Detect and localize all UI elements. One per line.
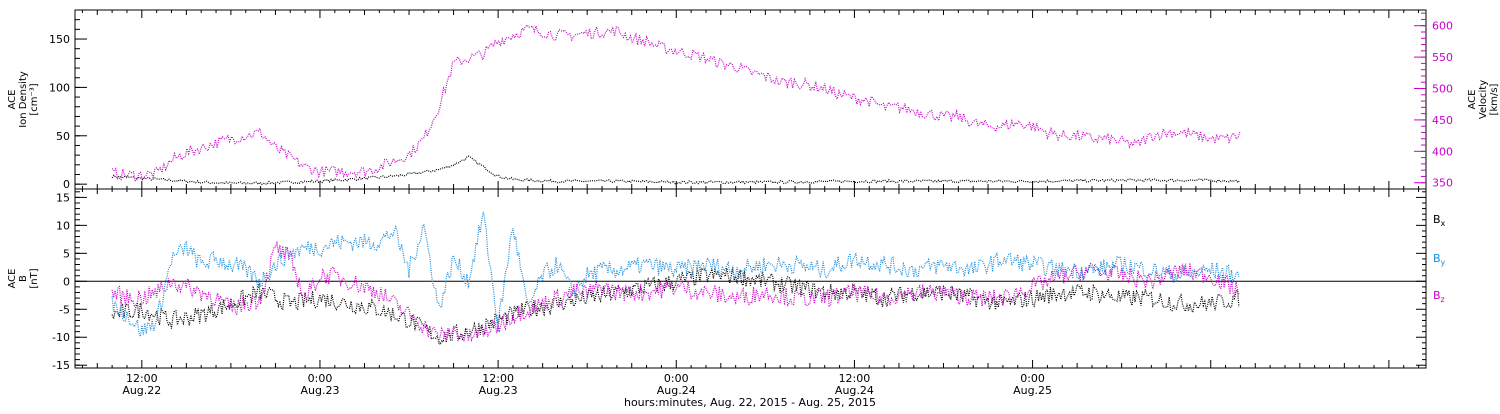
x-tick-date: Aug.24 (657, 384, 696, 397)
y-tick-label: 15 (56, 191, 70, 204)
y-tick-label: -15 (52, 359, 70, 372)
x-tick-time: 12:00 (482, 372, 514, 385)
y-axis-label-line: ACE (1467, 90, 1478, 110)
y-tick-label: 0 (63, 178, 70, 191)
y-tick-label: 10 (56, 219, 70, 232)
x-tick-time: 0:00 (664, 372, 689, 385)
x-tick-date: Aug.22 (122, 384, 161, 397)
bottom-panel-frame (74, 188, 1427, 369)
y-axis-label-line: ACE (7, 90, 18, 110)
y-axis-label-line: Velocity (1478, 80, 1489, 119)
y-axis-label-line: Ion Density (18, 71, 29, 128)
series-density (111, 155, 1241, 186)
x-tick-time: 12:00 (839, 372, 871, 385)
series-velocity (111, 23, 1241, 182)
y-tick-label: 450 (1432, 114, 1453, 127)
bottom-panel: -15 -10 -5 0 5 10 15 ACE B [nT] Bx By Bz (7, 188, 1446, 372)
series-bz (111, 240, 1240, 344)
y-axis-label-line: B (18, 275, 29, 282)
x-tick-time: 0:00 (1020, 372, 1045, 385)
y-axis-label: ACE B [nT] (7, 268, 40, 288)
y-tick-label: 600 (1432, 20, 1453, 33)
y-axis-label: ACE Ion Density [cm⁻³] (7, 71, 40, 128)
x-axis-label: hours:minutes, Aug. 22, 2015 - Aug. 25, … (624, 396, 876, 409)
legend-bx: Bx (1433, 213, 1446, 228)
y-axis-label-line: [nT] (29, 268, 40, 288)
y-tick-label: 500 (1432, 83, 1453, 96)
x-tick-time: 0:00 (308, 372, 333, 385)
y-axis-label-line: ACE (7, 269, 18, 289)
series-bx (111, 267, 1240, 347)
y-tick-label: 50 (56, 130, 70, 143)
x-axis: 12:00Aug.220:00Aug.2312:00Aug.230:00Aug.… (122, 372, 1052, 397)
y-tick-label: 5 (63, 247, 70, 260)
top-panel-frame (74, 9, 1427, 190)
x-tick-date: Aug.23 (479, 384, 518, 397)
y-axis-label: ACE Velocity [km/s] (1467, 80, 1500, 119)
y-axis-label-line: [cm⁻³] (29, 83, 40, 115)
series-by (111, 211, 1240, 339)
y-tick-label: 550 (1432, 51, 1453, 64)
x-tick-date: Aug.24 (835, 384, 874, 397)
y-axis-label-line: [km/s] (1489, 83, 1500, 115)
y-tick-label: 150 (49, 33, 70, 46)
x-tick-date: Aug.25 (1013, 384, 1052, 397)
y-tick-label: -10 (52, 331, 70, 344)
legend-by: By (1433, 252, 1446, 267)
y-tick-label: -5 (59, 303, 70, 316)
y-tick-label: 100 (49, 81, 70, 94)
legend-bz: Bz (1433, 289, 1445, 304)
y-tick-label: 400 (1432, 145, 1453, 158)
x-tick-date: Aug.23 (300, 384, 339, 397)
x-tick-time: 12:00 (126, 372, 158, 385)
y-tick-label: 350 (1432, 177, 1453, 190)
y-tick-label: 0 (63, 275, 70, 288)
